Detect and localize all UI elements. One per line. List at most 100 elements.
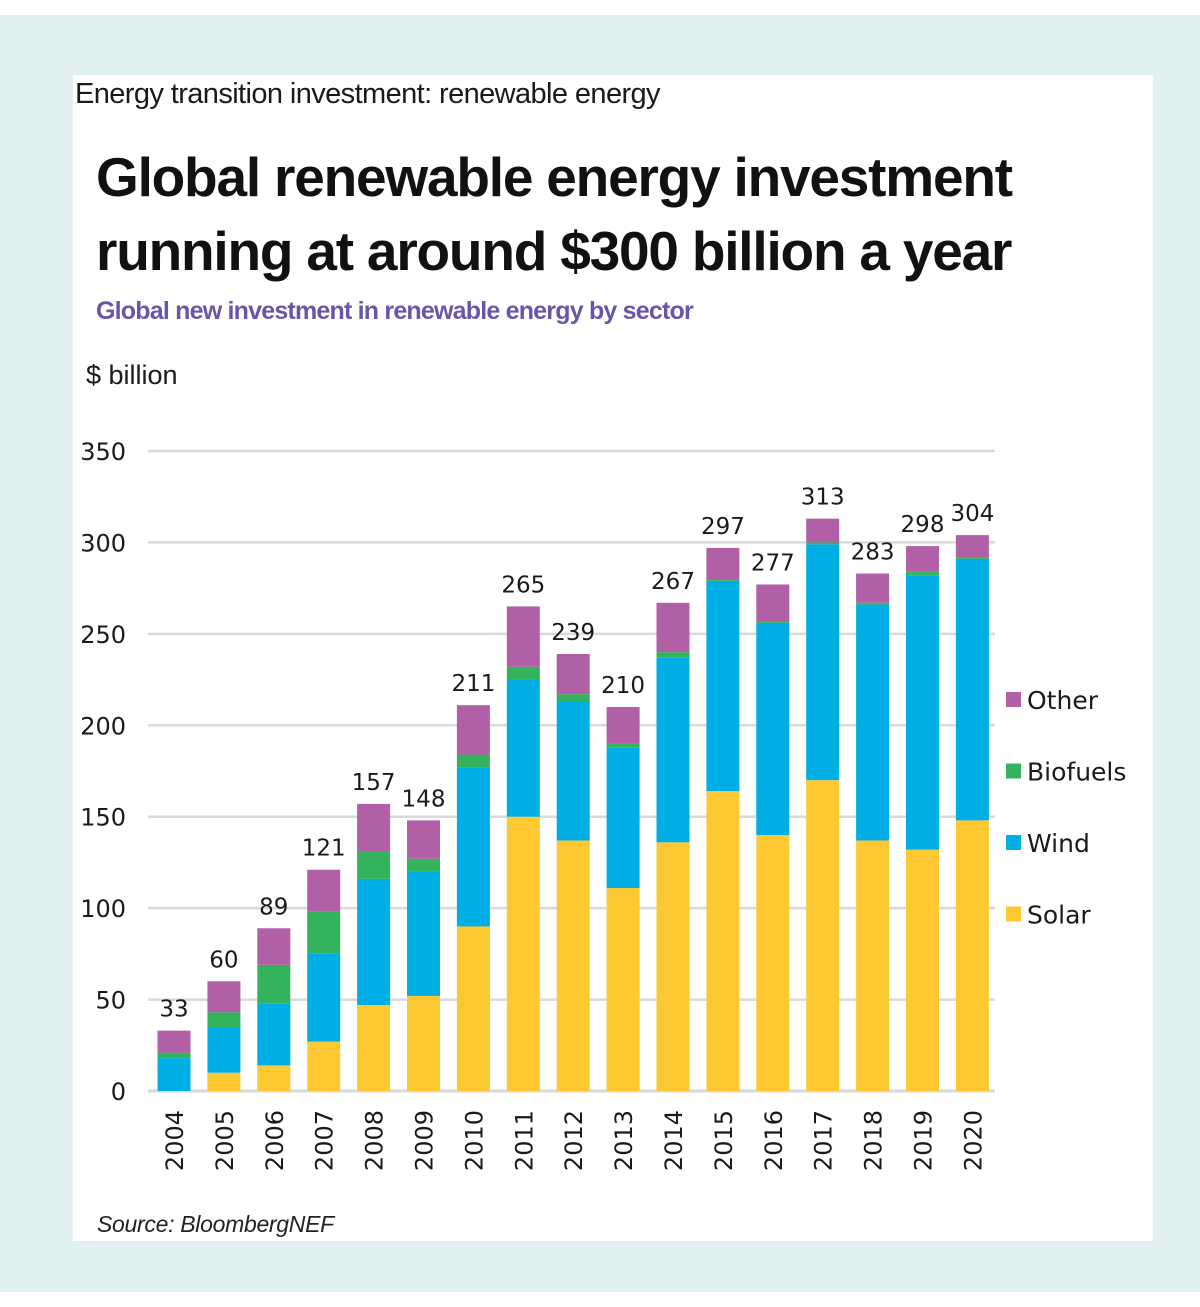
- total-label: 267: [651, 569, 695, 595]
- bars: [157, 518, 989, 1091]
- bar-segment-other: [257, 928, 291, 965]
- bar-stack: [606, 707, 640, 1091]
- bar-segment-solar: [307, 1041, 341, 1091]
- bar-segment-wind: [906, 575, 939, 850]
- legend-item-other: Other: [1006, 686, 1099, 715]
- bar-segment-biofuels: [955, 557, 989, 559]
- total-label: 60: [209, 947, 238, 973]
- x-tick-label: 2005: [211, 1110, 239, 1171]
- section-kicker: Energy transition investment: renewable …: [75, 78, 661, 110]
- bar-segment-other: [357, 803, 391, 852]
- bar-segment-other: [906, 546, 939, 572]
- legend-label: Biofuels: [1027, 758, 1126, 787]
- legend-item-biofuels: Biofuels: [1006, 758, 1126, 787]
- x-tick-label: 2017: [810, 1110, 838, 1171]
- bar-segment-wind: [556, 701, 590, 841]
- bar-segment-other: [955, 535, 989, 558]
- legend-swatch: [1006, 835, 1021, 850]
- bar-segment-biofuels: [407, 858, 440, 872]
- y-axis-unit-label: $ billion: [86, 360, 178, 390]
- bar-segment-wind: [456, 767, 490, 927]
- headline-line-2: running at around $300 billion a year: [96, 220, 1012, 282]
- bar-segment-biofuels: [257, 964, 291, 1004]
- bar-stack: [257, 928, 291, 1091]
- total-label: 121: [302, 836, 346, 862]
- bar-stack: [456, 705, 490, 1091]
- bar-segment-wind: [357, 878, 391, 1006]
- bar-segment-solar: [606, 888, 640, 1091]
- bar-segment-solar: [906, 849, 939, 1091]
- y-tick-label: 350: [80, 438, 126, 466]
- headline-line-1: Global renewable energy investment: [96, 146, 1013, 208]
- bar-segment-wind: [706, 580, 740, 792]
- total-label: 210: [601, 673, 645, 699]
- bar-segment-wind: [756, 622, 790, 835]
- x-tick-label: 2013: [610, 1110, 638, 1171]
- x-tick-label: 2008: [361, 1110, 389, 1171]
- bar-segment-biofuels: [756, 621, 790, 623]
- legend-swatch: [1006, 763, 1021, 779]
- bar-stack: [955, 535, 989, 1091]
- bar-segment-wind: [257, 1003, 291, 1066]
- bar-segment-other: [556, 653, 590, 695]
- bar-segment-biofuels: [806, 542, 840, 545]
- legend-item-solar: Solar: [1006, 901, 1091, 930]
- bar-segment-biofuels: [706, 579, 740, 581]
- y-tick-label: 100: [80, 895, 126, 923]
- bar-stack: [556, 653, 590, 1091]
- bar-segment-solar: [257, 1065, 291, 1091]
- chart-subtitle: Global new investment in renewable energ…: [96, 297, 694, 325]
- bar-segment-biofuels: [906, 571, 939, 576]
- x-tick-label: 2009: [411, 1110, 439, 1171]
- x-tick-label: 2015: [710, 1110, 738, 1171]
- total-label: 239: [551, 620, 595, 646]
- source-note: Source: BloombergNEF: [97, 1211, 334, 1237]
- bar-segment-wind: [806, 544, 840, 781]
- bar-segment-biofuels: [207, 1012, 241, 1027]
- bar-stack: [806, 518, 840, 1091]
- bar-segment-other: [706, 547, 740, 579]
- bar-segment-wind: [407, 871, 440, 996]
- total-label: 265: [501, 572, 545, 598]
- bar-segment-biofuels: [456, 754, 490, 768]
- total-label: 277: [751, 550, 795, 576]
- bar-segment-biofuels: [157, 1052, 191, 1059]
- bar-segment-other: [856, 573, 890, 603]
- bar-segment-other: [456, 705, 490, 755]
- legend-swatch: [1006, 906, 1021, 922]
- x-tick-label: 2012: [560, 1110, 588, 1171]
- bar-segment-solar: [756, 835, 790, 1091]
- bar-segment-biofuels: [506, 666, 540, 680]
- bar-segment-wind: [307, 953, 341, 1042]
- y-tick-label: 50: [95, 987, 126, 1015]
- total-label: 283: [851, 540, 895, 566]
- bar-segment-solar: [656, 842, 690, 1091]
- legend-label: Wind: [1027, 829, 1090, 858]
- x-tick-label: 2019: [910, 1110, 938, 1171]
- bar-segment-wind: [207, 1027, 241, 1073]
- bar-segment-other: [207, 981, 241, 1013]
- bar-stack: [856, 573, 890, 1091]
- bar-segment-other: [806, 518, 840, 543]
- bar-segment-solar: [706, 791, 740, 1091]
- x-axis-ticks: 2004 2005 2006 2007 2008 2009 2010 2011 2012 2013…: [161, 1110, 987, 1171]
- x-tick-label: 2006: [261, 1110, 289, 1171]
- bar-stack: [207, 981, 241, 1091]
- bar-segment-solar: [955, 820, 989, 1091]
- bar-stack: [756, 584, 790, 1091]
- total-label: 313: [801, 485, 845, 511]
- bar-segment-solar: [207, 1072, 241, 1091]
- x-tick-label: 2004: [161, 1110, 189, 1171]
- bar-segment-solar: [856, 840, 890, 1091]
- bar-segment-other: [407, 820, 440, 859]
- bar-segment-biofuels: [856, 602, 890, 605]
- bar-stack: [407, 820, 440, 1091]
- bar-stack: [157, 1030, 191, 1091]
- total-label: 304: [950, 501, 994, 527]
- y-tick-label: 150: [80, 804, 126, 832]
- bar-segment-other: [756, 584, 790, 622]
- bar-segment-solar: [456, 926, 490, 1091]
- bar-segment-other: [307, 869, 341, 912]
